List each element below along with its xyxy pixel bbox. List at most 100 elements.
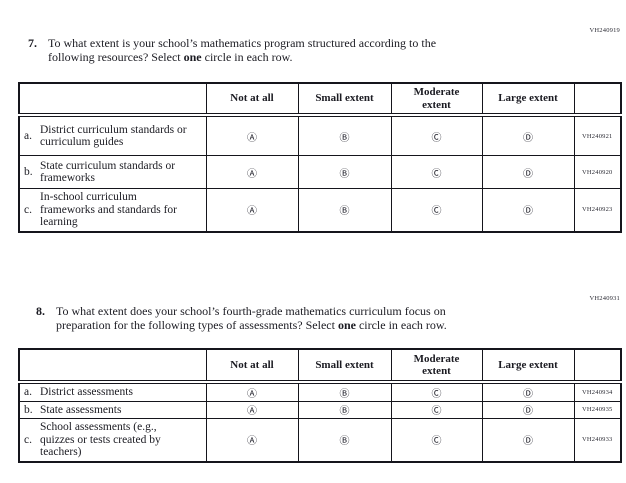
option-circle-a[interactable]: Ⓐ — [247, 388, 257, 400]
q8-header-row: Not at all Small extent Moderate extent … — [18, 348, 622, 384]
q8-header-large-extent: Large extent — [481, 348, 575, 384]
q7-row-c: c. In-school curriculum frameworks and st… — [18, 188, 622, 232]
question-8-variable-code: VH240931 — [589, 295, 620, 302]
row-letter: a. — [24, 386, 32, 398]
question-7-variable-code: VH240919 — [589, 27, 620, 34]
option-circle-d[interactable]: Ⓓ — [523, 406, 533, 418]
option-circle-a[interactable]: Ⓐ — [247, 206, 257, 218]
row-label: In-school curriculum frameworks and stan… — [40, 191, 177, 228]
option-circle-d[interactable]: Ⓓ — [523, 132, 533, 144]
q7-row-b-label-cell: b. State curriculum standards or framewor… — [18, 155, 207, 189]
q7-header-row: Not at all Small extent Moderate extent … — [18, 82, 622, 117]
q8-header-moderate-extent: Moderate extent — [390, 348, 483, 384]
row-letter: b. — [24, 403, 33, 416]
q8-row-a: a. District assessments Ⓐ Ⓑ Ⓒ Ⓓ VH240934 — [18, 381, 622, 402]
q7-header-moderate-extent-label: Moderate extent — [413, 86, 460, 111]
question-7-line1: To what extent is your school’s mathemat… — [48, 36, 437, 50]
option-cell: Ⓒ — [390, 155, 483, 189]
option-circle-d[interactable]: Ⓓ — [523, 206, 533, 218]
option-circle-b[interactable]: Ⓑ — [339, 388, 350, 400]
option-cell: Ⓐ — [205, 418, 299, 462]
option-cell: Ⓑ — [297, 114, 392, 156]
option-circle-a[interactable]: Ⓐ — [247, 436, 257, 448]
option-cell: Ⓓ — [481, 400, 575, 419]
option-circle-b[interactable]: Ⓑ — [339, 406, 350, 418]
question-7-line2-pre: following resources? Select — [48, 50, 184, 64]
option-circle-c[interactable]: Ⓒ — [431, 168, 442, 180]
question-7-response-table: Not at all Small extent Moderate extent … — [18, 82, 622, 233]
q8-row-a-label-cell: a. District assessments — [18, 381, 207, 402]
option-circle-c[interactable]: Ⓒ — [431, 406, 442, 418]
row-label: State curriculum standards or frameworks — [40, 159, 176, 185]
row-label: District assessments — [40, 386, 133, 398]
row-variable-code: VH240934 — [573, 381, 622, 402]
option-cell: Ⓑ — [297, 188, 392, 232]
option-cell: Ⓒ — [390, 381, 483, 402]
row-variable-code: VH240935 — [573, 400, 622, 419]
q8-header-moderate-extent-label: Moderate extent — [413, 352, 460, 378]
option-circle-d[interactable]: Ⓓ — [523, 168, 533, 180]
question-8-number: 8. — [36, 304, 45, 318]
q7-empty-code-header — [573, 82, 622, 117]
q8-header-small-extent: Small extent — [297, 348, 392, 384]
option-cell: Ⓑ — [297, 381, 392, 402]
q7-header-large-extent: Large extent — [481, 82, 575, 117]
option-circle-b[interactable]: Ⓑ — [339, 436, 350, 448]
question-7-line2-bold: one — [183, 50, 202, 64]
option-circle-b[interactable]: Ⓑ — [339, 168, 350, 180]
option-cell: Ⓐ — [205, 381, 299, 402]
option-cell: Ⓓ — [481, 155, 575, 189]
q8-header-not-at-all: Not at all — [205, 348, 299, 384]
option-cell: Ⓒ — [390, 114, 483, 156]
option-cell: Ⓒ — [390, 400, 483, 419]
q7-header-not-at-all: Not at all — [205, 82, 299, 117]
row-variable-code: VH240933 — [573, 418, 622, 462]
question-8-text: To what extent does your school’s fourth… — [56, 304, 576, 332]
option-cell: Ⓓ — [481, 188, 575, 232]
option-cell: Ⓐ — [205, 114, 299, 156]
option-circle-b[interactable]: Ⓑ — [339, 206, 350, 218]
question-8-prompt: 8. To what extent does your school’s fou… — [36, 304, 576, 332]
question-7-number: 7. — [28, 36, 37, 50]
row-label: District curriculum standards or curricu… — [40, 123, 187, 149]
q8-row-b-label-cell: b. State assessments — [18, 400, 207, 419]
option-circle-c[interactable]: Ⓒ — [431, 206, 442, 218]
option-circle-a[interactable]: Ⓐ — [247, 406, 257, 418]
option-cell: Ⓑ — [297, 155, 392, 189]
q7-header-moderate-extent: Moderate extent — [390, 82, 483, 117]
row-label: School assessments (e.g., quizzes or tes… — [40, 421, 161, 458]
question-8-line2-pre: preparation for the following types of a… — [56, 318, 338, 332]
option-circle-c[interactable]: Ⓒ — [431, 388, 442, 400]
row-variable-code: VH240920 — [573, 155, 622, 189]
question-7-prompt: 7. To what extent is your school’s mathe… — [28, 36, 576, 64]
row-letter: c. — [24, 203, 32, 216]
option-circle-d[interactable]: Ⓓ — [523, 436, 533, 448]
q7-row-c-label-cell: c. In-school curriculum frameworks and st… — [18, 188, 207, 232]
question-8-line2-post: circle in each row. — [355, 318, 447, 332]
option-cell: Ⓒ — [390, 188, 483, 232]
option-cell: Ⓑ — [297, 400, 392, 419]
q7-row-a: a. District curriculum standards or curri… — [18, 114, 622, 156]
q8-empty-code-header — [573, 348, 622, 384]
q7-empty-stub-header — [18, 82, 207, 117]
option-circle-a[interactable]: Ⓐ — [247, 132, 257, 144]
q7-row-a-label-cell: a. District curriculum standards or curri… — [18, 114, 207, 156]
question-7-text: To what extent is your school’s mathemat… — [48, 36, 576, 64]
q7-header-small-extent: Small extent — [297, 82, 392, 117]
option-circle-c[interactable]: Ⓒ — [431, 132, 442, 144]
option-circle-a[interactable]: Ⓐ — [247, 168, 257, 180]
row-variable-code: VH240921 — [573, 114, 622, 156]
option-circle-d[interactable]: Ⓓ — [523, 388, 533, 400]
q7-row-b: b. State curriculum standards or framewor… — [18, 155, 622, 189]
option-cell: Ⓓ — [481, 114, 575, 156]
q8-empty-stub-header — [18, 348, 207, 384]
option-circle-b[interactable]: Ⓑ — [339, 132, 350, 144]
question-7-line2-post: circle in each row. — [201, 50, 293, 64]
question-8-line1: To what extent does your school’s fourth… — [56, 304, 446, 318]
option-cell: Ⓐ — [205, 155, 299, 189]
option-cell: Ⓐ — [205, 400, 299, 419]
option-circle-c[interactable]: Ⓒ — [431, 436, 442, 448]
option-cell: Ⓒ — [390, 418, 483, 462]
option-cell: Ⓑ — [297, 418, 392, 462]
question-8-line2-bold: one — [337, 318, 356, 332]
